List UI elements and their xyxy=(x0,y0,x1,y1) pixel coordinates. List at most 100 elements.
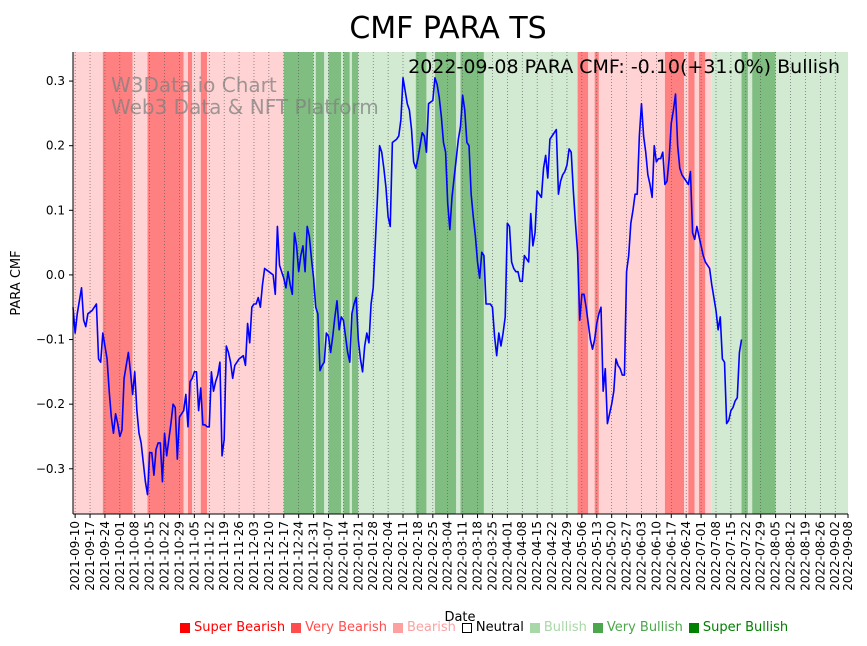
legend-swatch xyxy=(392,622,403,633)
x-tick-label: 2022-05-13 xyxy=(590,521,604,591)
x-tick-label: 2021-11-12 xyxy=(202,521,216,591)
legend-item: Very Bullish xyxy=(592,620,683,635)
band-bullish xyxy=(483,52,578,514)
y-tick-label: 0.2 xyxy=(46,139,65,153)
x-tick-label: 2021-11-05 xyxy=(187,521,201,591)
band-very_bearish xyxy=(698,52,706,514)
x-tick-label: 2022-01-14 xyxy=(336,521,350,591)
x-tick-label: 2022-06-17 xyxy=(664,521,678,591)
band-bearish xyxy=(588,52,595,514)
x-tick-label: 2022-02-18 xyxy=(411,521,425,591)
band-very_bearish xyxy=(102,52,133,514)
legend-item: Bearish xyxy=(392,620,456,635)
band-bullish xyxy=(324,52,329,514)
x-tick-label: 2022-03-18 xyxy=(471,521,485,591)
band-very_bearish xyxy=(664,52,685,514)
x-tick-label: 2022-02-11 xyxy=(396,521,410,591)
x-tick-label: 2022-02-04 xyxy=(381,521,395,591)
band-bearish xyxy=(192,52,201,514)
x-tick-label: 2022-09-02 xyxy=(828,521,842,591)
band-very_bullish xyxy=(415,52,427,514)
x-tick-label: 2021-10-29 xyxy=(172,521,186,591)
band-bullish xyxy=(711,52,742,514)
x-tick-label: 2021-10-01 xyxy=(113,521,127,591)
legend-swatch xyxy=(461,622,472,633)
x-tick-label: 2022-03-11 xyxy=(456,521,470,591)
band-bearish xyxy=(183,52,188,514)
x-tick-label: 2022-08-12 xyxy=(784,521,798,591)
legend-label: Bearish xyxy=(406,620,456,635)
x-tick-label: 2022-07-22 xyxy=(739,521,753,591)
band-bullish xyxy=(341,52,344,514)
x-tick-label: 2021-09-17 xyxy=(83,521,97,591)
x-tick-label: 2022-04-22 xyxy=(545,521,559,591)
x-tick-label: 2022-08-26 xyxy=(813,521,827,591)
x-axis-label: Date xyxy=(444,610,475,625)
watermark-line-1: W3Data.io Chart xyxy=(111,73,277,97)
y-tick-label: 0.0 xyxy=(46,268,65,282)
band-very_bullish xyxy=(434,52,457,514)
y-tick-label: 0.3 xyxy=(46,74,65,88)
x-tick-label: 2022-04-08 xyxy=(515,521,529,591)
y-tick-label: −0.3 xyxy=(36,462,65,476)
band-very_bearish xyxy=(187,52,193,514)
watermark-line-2: Web3 Data & NFT Platform xyxy=(111,95,379,119)
chart-title: CMF PARA TS xyxy=(349,11,546,46)
band-bearish xyxy=(598,52,665,514)
band-very_bullish xyxy=(741,52,748,514)
legend-item: Super Bearish xyxy=(180,620,285,635)
x-tick-label: 2022-04-29 xyxy=(560,521,574,591)
legend-swatch xyxy=(180,622,190,633)
y-axis-label: PARA CMF xyxy=(9,250,24,315)
band-very_bearish xyxy=(200,52,208,514)
legend-label: Very Bullish xyxy=(606,620,683,635)
x-tick-label: 2022-01-07 xyxy=(321,521,335,591)
x-tick-label: 2022-03-25 xyxy=(485,521,499,591)
legend-swatch xyxy=(291,622,302,633)
x-tick-label: 2021-12-17 xyxy=(277,521,291,591)
y-tick-label: −0.2 xyxy=(36,397,65,411)
x-tick-label: 2021-11-19 xyxy=(217,521,231,591)
x-tick-label: 2021-10-22 xyxy=(158,521,172,591)
band-bullish xyxy=(456,52,461,514)
legend-label: Super Bearish xyxy=(194,620,286,635)
x-tick-label: 2022-04-01 xyxy=(500,521,514,591)
plot-background-bands xyxy=(73,52,848,514)
x-tick-label: 2022-09-08 xyxy=(841,521,855,591)
legend-item: Neutral xyxy=(461,620,524,635)
x-tick-label: 2021-11-26 xyxy=(232,521,246,591)
band-very_bullish xyxy=(315,52,325,514)
band-very_bullish xyxy=(752,52,776,514)
legend-label: Neutral xyxy=(475,620,524,635)
x-tick-label: 2022-03-04 xyxy=(441,521,455,591)
x-tick-label: 2022-07-15 xyxy=(724,521,738,591)
x-tick-label: 2022-07-08 xyxy=(709,521,723,591)
band-very_bullish xyxy=(343,52,350,514)
x-tick-label: 2022-06-10 xyxy=(649,521,663,591)
axes xyxy=(72,52,848,515)
band-very_bullish xyxy=(328,52,342,514)
band-very_bearish xyxy=(577,52,589,514)
band-bearish xyxy=(705,52,712,514)
x-tick-label: 2022-01-21 xyxy=(351,521,365,591)
legend-swatch xyxy=(592,622,603,633)
x-tick-label: 2022-06-03 xyxy=(634,521,648,591)
band-bearish xyxy=(207,52,284,514)
x-tick-label: 2021-09-10 xyxy=(68,521,82,591)
x-tick-label: 2022-05-20 xyxy=(605,521,619,591)
band-bearish xyxy=(73,52,103,514)
x-tick-label: 2021-12-10 xyxy=(262,521,276,591)
x-tick-label: 2021-12-24 xyxy=(292,521,306,591)
x-tick-label: 2022-08-19 xyxy=(798,521,812,591)
cmf-series-line xyxy=(72,77,743,496)
x-tick-label: 2022-04-15 xyxy=(530,521,544,591)
x-tick-label: 2021-12-31 xyxy=(307,521,321,591)
band-bearish xyxy=(694,52,699,514)
x-tick-label: 2022-07-01 xyxy=(694,521,708,591)
x-tick-label: 2022-07-29 xyxy=(754,521,768,591)
legend-swatch xyxy=(688,622,699,633)
legend-item: Super Bullish xyxy=(688,620,788,635)
legend-item: Very Bearish xyxy=(291,620,387,635)
legend: Super Bearish Very Bearish Bearish Neutral B… xyxy=(180,620,794,635)
x-tick-label: 2021-12-03 xyxy=(247,521,261,591)
